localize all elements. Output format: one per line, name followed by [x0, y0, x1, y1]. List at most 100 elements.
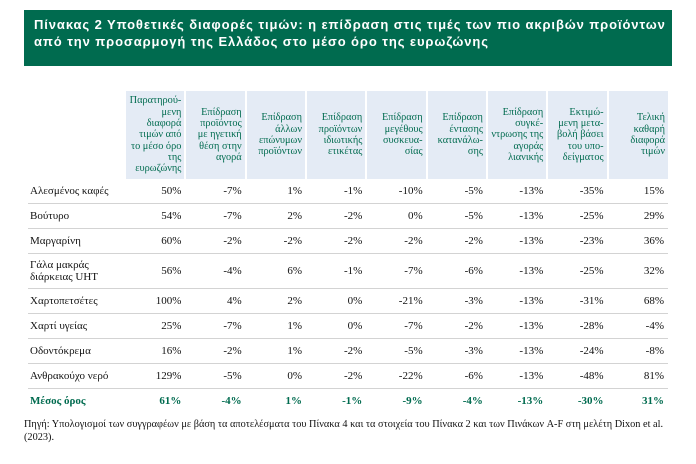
table-cell: 0%	[245, 363, 306, 389]
table-cell: -5%	[426, 179, 487, 204]
table-cell: 0%	[366, 203, 427, 229]
table-row: Βούτυρο 54% -7% 2% -2% 0% -5% -13% -25% …	[28, 203, 668, 229]
table-cell: -7%	[185, 179, 246, 204]
table-cell: 2%	[245, 288, 306, 314]
table-cell: -21%	[366, 288, 427, 314]
table-cell: 68%	[607, 288, 668, 314]
table-cell: 129%	[125, 363, 186, 389]
table-row: Χαρτοπετσέτες 100% 4% 2% 0% -21% -3% -13…	[28, 288, 668, 314]
table-cell: -7%	[366, 253, 427, 289]
table-cell: 32%	[607, 253, 668, 289]
table-cell: -5%	[426, 203, 487, 229]
table-cell: -2%	[305, 338, 367, 364]
table-cell: -2%	[305, 363, 367, 389]
table-cell: -10%	[366, 179, 427, 204]
table-cell: 2%	[245, 203, 306, 229]
average-cell: -9%	[402, 395, 423, 407]
table-cell: -2%	[305, 203, 367, 229]
table-cell: 1%	[245, 338, 306, 364]
table-cell: 81%	[607, 363, 668, 389]
table-cell: -2%	[185, 228, 246, 254]
table-cell: -13%	[486, 228, 548, 254]
header-cell-observed-difference: Παρατηρού-μενη διαφορά τιμών από το μέσο…	[124, 91, 186, 179]
table-cell: 36%	[607, 228, 668, 254]
table-cell: 100%	[125, 288, 186, 314]
table-cell: -13%	[486, 313, 548, 339]
table-row: Χαρτί υγείας 25% -7% 1% 0% -7% -2% -13% …	[28, 313, 668, 339]
table-cell: -4%	[185, 253, 246, 289]
table-row: Αλεσμένος καφές 50% -7% 1% -1% -10% -5% …	[28, 179, 668, 204]
average-cell: 31%	[642, 395, 664, 407]
header-cell-consumption-intensity-effect: Επίδραση έντασης κατανάλω-σης	[425, 91, 487, 179]
header-cell-model-estimate: Εκτιμώ-μενη μετα-βολή βάσει του υπο-δείγ…	[546, 91, 608, 179]
table-cell: -28%	[547, 313, 608, 339]
table-cell: -3%	[426, 338, 487, 364]
header-cell-market-leader-effect: Επίδραση προϊόντος με ηγετική θέση στην …	[184, 91, 246, 179]
row-label: Αλεσμένος καφές	[28, 179, 126, 204]
table-cell: -2%	[185, 338, 246, 364]
average-cell: 1%	[285, 395, 302, 407]
row-label: Ανθρακούχο νερό	[28, 363, 126, 389]
table-row: Ανθρακούχο νερό 129% -5% 0% -2% -22% -6%…	[28, 363, 668, 389]
table-cell: -8%	[607, 338, 668, 364]
table-cell: 4%	[185, 288, 246, 314]
table-cell: -35%	[547, 179, 608, 204]
table-cell: -13%	[486, 288, 548, 314]
row-label: Γάλα μακράς διάρκειας UHT	[28, 253, 126, 289]
table-cell: -24%	[547, 338, 608, 364]
table-title: Πίνακας 2 Υποθετικές διαφορές τιμών: η ε…	[24, 10, 672, 66]
table-cell: -2%	[305, 228, 367, 254]
table-cell: -5%	[185, 363, 246, 389]
table-cell: -4%	[607, 313, 668, 339]
table-cell: -13%	[486, 253, 548, 289]
table-row: Μαργαρίνη 60% -2% -2% -2% -2% -2% -13% -…	[28, 228, 668, 254]
table-cell: 60%	[125, 228, 186, 254]
source-note: Πηγή: Υπολογισμοί των συγγραφέων με βάση…	[24, 419, 664, 443]
table-cell: 50%	[125, 179, 186, 204]
average-cell: -4%	[462, 395, 483, 407]
average-row: Μέσος όρος 61% -4% 1% -1% -9% -4% -13% -…	[28, 389, 668, 414]
table-cell: 6%	[245, 253, 306, 289]
table-cell: -31%	[547, 288, 608, 314]
table-cell: -2%	[366, 228, 427, 254]
table-cell: 29%	[607, 203, 668, 229]
table-cell: -23%	[547, 228, 608, 254]
header-cell-private-label-effect: Επίδραση προϊόντων ιδιωτικής ετικέτας	[304, 91, 367, 179]
table-cell: 16%	[125, 338, 186, 364]
table-row: Γάλα μακράς διάρκειας UHT 56% -4% 6% -1%…	[28, 253, 668, 289]
table-cell: -25%	[547, 203, 608, 229]
price-differences-table: Παρατηρού-μενη διαφορά τιμών από το μέσο…	[28, 91, 668, 413]
row-label: Οδοντόκρεμα	[28, 338, 126, 364]
table-cell: -5%	[366, 338, 427, 364]
table-cell: -13%	[486, 203, 548, 229]
table-cell: -25%	[547, 253, 608, 289]
average-row-label: Μέσος όρος	[30, 395, 86, 407]
table-cell: -2%	[245, 228, 306, 254]
table-cell: -7%	[366, 313, 427, 339]
table-cell: -1%	[305, 179, 367, 204]
header-cell-retail-concentration-effect: Επίδραση συγκέ-ντρωσης της αγοράς λιανικ…	[485, 91, 548, 179]
table-cell: 0%	[305, 313, 367, 339]
table-cell: 25%	[125, 313, 186, 339]
row-label: Χαρτί υγείας	[28, 313, 126, 339]
average-cell: -4%	[221, 395, 242, 407]
table-cell: 1%	[245, 313, 306, 339]
header-cell-product	[28, 91, 126, 179]
table-cell: 15%	[607, 179, 668, 204]
row-label: Μαργαρίνη	[28, 228, 126, 254]
table-cell: 56%	[125, 253, 186, 289]
table-cell: 1%	[245, 179, 306, 204]
table-cell: -6%	[426, 363, 487, 389]
table-cell: -2%	[426, 313, 487, 339]
row-label: Βούτυρο	[28, 203, 126, 229]
table-cell: -7%	[185, 203, 246, 229]
average-cell: 61%	[159, 395, 182, 407]
table-cell: 54%	[125, 203, 186, 229]
table-cell: 0%	[305, 288, 367, 314]
row-label: Χαρτοπετσέτες	[28, 288, 126, 314]
table-cell: -13%	[486, 179, 548, 204]
table-cell: -7%	[185, 313, 246, 339]
table-cell: -6%	[426, 253, 487, 289]
table-cell: -2%	[426, 228, 487, 254]
average-cell: -30%	[577, 395, 604, 407]
